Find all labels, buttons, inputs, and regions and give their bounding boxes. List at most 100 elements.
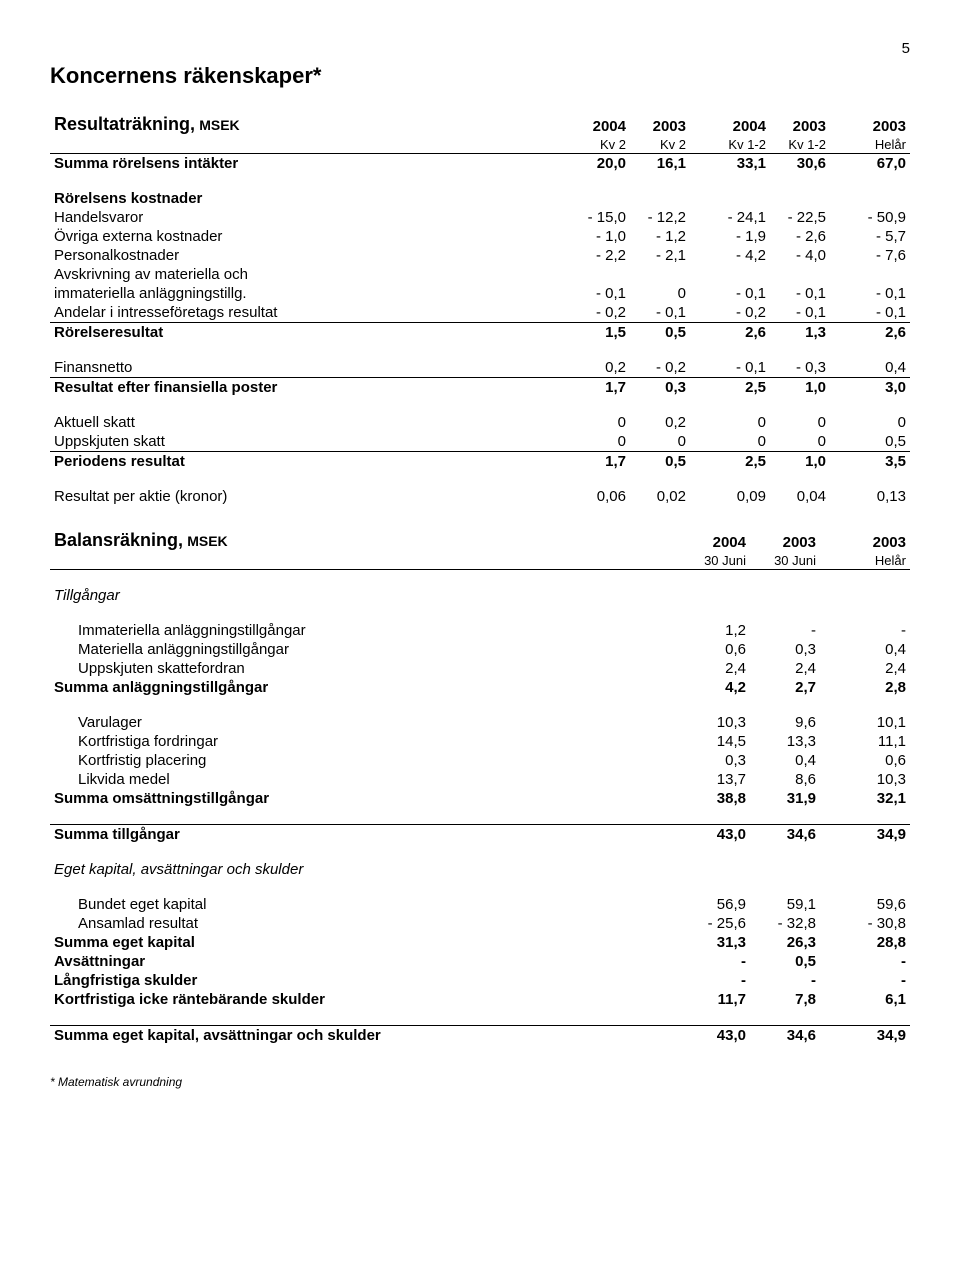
row-value: 0,2 xyxy=(630,413,690,432)
income-header-row: Resultaträkning, MSEK 2004 2003 2004 200… xyxy=(50,113,910,136)
row-value xyxy=(770,265,830,284)
row-label: Summa eget kapital xyxy=(50,933,680,952)
row-value: 56,9 xyxy=(680,895,750,914)
row-value: 2,8 xyxy=(840,678,910,697)
row-label: Summa rörelsens intäkter xyxy=(50,154,570,174)
row-value xyxy=(570,189,630,208)
row-value: - 25,6 xyxy=(680,914,750,933)
row-value: - 22,5 xyxy=(770,208,830,227)
row-value: 67,0 xyxy=(850,154,910,174)
row-value: - 0,3 xyxy=(770,358,830,378)
row-value: 10,1 xyxy=(840,713,910,732)
row-value: 30,6 xyxy=(770,154,830,174)
row-value: 0,2 xyxy=(570,358,630,378)
row-value: 0 xyxy=(710,413,770,432)
table-row: Rörelsens kostnader xyxy=(50,189,910,208)
balance-year-1: 2003 xyxy=(750,529,820,552)
income-year-0: 2004 xyxy=(570,113,630,136)
table-row: Likvida medel13,78,610,3 xyxy=(50,770,910,789)
row-value: 3,5 xyxy=(850,452,910,472)
row-value: - 0,1 xyxy=(850,284,910,303)
income-title: Resultaträkning, xyxy=(54,114,195,134)
table-row: Kortfristig placering0,30,40,6 xyxy=(50,751,910,770)
row-value: 31,9 xyxy=(750,789,820,808)
row-value xyxy=(850,265,910,284)
balance-sheet-table: Balansräkning, MSEK 2004 2003 2003 30 Ju… xyxy=(50,529,910,1045)
row-value: 0,6 xyxy=(680,640,750,659)
row-value: 1,7 xyxy=(570,452,630,472)
row-value: 11,7 xyxy=(680,990,750,1009)
table-row: Bundet eget kapital56,959,159,6 xyxy=(50,895,910,914)
row-label: Kortfristiga icke räntebärande skulder xyxy=(50,990,680,1009)
balance-year-2: 2003 xyxy=(840,529,910,552)
assets-heading-row: Tillgångar xyxy=(50,586,910,605)
row-value: 0,6 xyxy=(840,751,910,770)
row-label: Avskrivning av materiella och xyxy=(50,265,570,284)
table-row: Övriga externa kostnader- 1,0- 1,2- 1,9-… xyxy=(50,227,910,246)
assets-heading: Tillgångar xyxy=(50,586,680,605)
page-number: 5 xyxy=(50,40,910,57)
row-value: - 0,2 xyxy=(570,303,630,323)
row-label: Periodens resultat xyxy=(50,452,570,472)
row-value: - xyxy=(750,621,820,640)
row-value: - xyxy=(840,621,910,640)
row-value: - 0,1 xyxy=(710,284,770,303)
row-value xyxy=(850,189,910,208)
table-row: Ansamlad resultat- 25,6- 32,8- 30,8 xyxy=(50,914,910,933)
income-year-1: 2003 xyxy=(630,113,690,136)
income-subheader-row: Kv 2 Kv 2 Kv 1-2 Kv 1-2 Helår xyxy=(50,136,910,154)
row-value: - 7,6 xyxy=(850,246,910,265)
row-label: Avsättningar xyxy=(50,952,680,971)
row-label: Uppskjuten skatt xyxy=(50,432,570,452)
balance-sub-0: 30 Juni xyxy=(680,552,750,570)
row-label: Rörelseresultat xyxy=(50,323,570,343)
table-row: Resultat efter finansiella poster1,70,32… xyxy=(50,378,910,398)
row-value: 0 xyxy=(630,284,690,303)
table-row: Varulager10,39,610,1 xyxy=(50,713,910,732)
row-value: - 0,1 xyxy=(850,303,910,323)
row-label: Resultat efter finansiella poster xyxy=(50,378,570,398)
row-value: - 0,2 xyxy=(710,303,770,323)
row-value: - 0,1 xyxy=(770,303,830,323)
row-value: 2,5 xyxy=(710,378,770,398)
income-sub-3: Kv 1-2 xyxy=(770,136,830,154)
row-value: - 1,2 xyxy=(630,227,690,246)
row-label: Ansamlad resultat xyxy=(50,914,680,933)
row-label: Summa anläggningstillgångar xyxy=(50,678,680,697)
table-row: Summa eget kapital, avsättningar och sku… xyxy=(50,1026,910,1046)
row-value: 43,0 xyxy=(680,825,750,845)
row-value: 0 xyxy=(710,432,770,452)
row-label: Kortfristig placering xyxy=(50,751,680,770)
row-value: 13,3 xyxy=(750,732,820,751)
table-row: Summa eget kapital31,326,328,8 xyxy=(50,933,910,952)
row-value: - xyxy=(840,971,910,990)
income-year-3: 2003 xyxy=(770,113,830,136)
table-row: Summa rörelsens intäkter20,016,133,130,6… xyxy=(50,154,910,174)
row-value: 31,3 xyxy=(680,933,750,952)
row-value xyxy=(770,189,830,208)
row-value xyxy=(710,265,770,284)
row-value: 2,5 xyxy=(710,452,770,472)
row-label: Kortfristiga fordringar xyxy=(50,732,680,751)
row-value: - 4,2 xyxy=(710,246,770,265)
liabilities-heading-row: Eget kapital, avsättningar och skulder xyxy=(50,860,910,879)
row-label: Andelar i intresseföretags resultat xyxy=(50,303,570,323)
row-label: Långfristiga skulder xyxy=(50,971,680,990)
row-value: - 4,0 xyxy=(770,246,830,265)
row-value: - 0,1 xyxy=(630,303,690,323)
balance-sub-2: Helår xyxy=(840,552,910,570)
table-row: Summa omsättningstillgångar38,831,932,1 xyxy=(50,789,910,808)
row-label: Finansnetto xyxy=(50,358,570,378)
table-row: Kortfristiga fordringar14,513,311,1 xyxy=(50,732,910,751)
income-unit: MSEK xyxy=(199,117,239,133)
row-value: 0,5 xyxy=(630,323,690,343)
row-value: 28,8 xyxy=(840,933,910,952)
table-row: Summa anläggningstillgångar4,22,72,8 xyxy=(50,678,910,697)
row-value: 0 xyxy=(850,413,910,432)
row-label: Rörelsens kostnader xyxy=(50,189,570,208)
row-value: 0 xyxy=(630,432,690,452)
row-value: 9,6 xyxy=(750,713,820,732)
row-value: 6,1 xyxy=(840,990,910,1009)
table-row: Summa tillgångar43,034,634,9 xyxy=(50,825,910,845)
row-value: - 32,8 xyxy=(750,914,820,933)
